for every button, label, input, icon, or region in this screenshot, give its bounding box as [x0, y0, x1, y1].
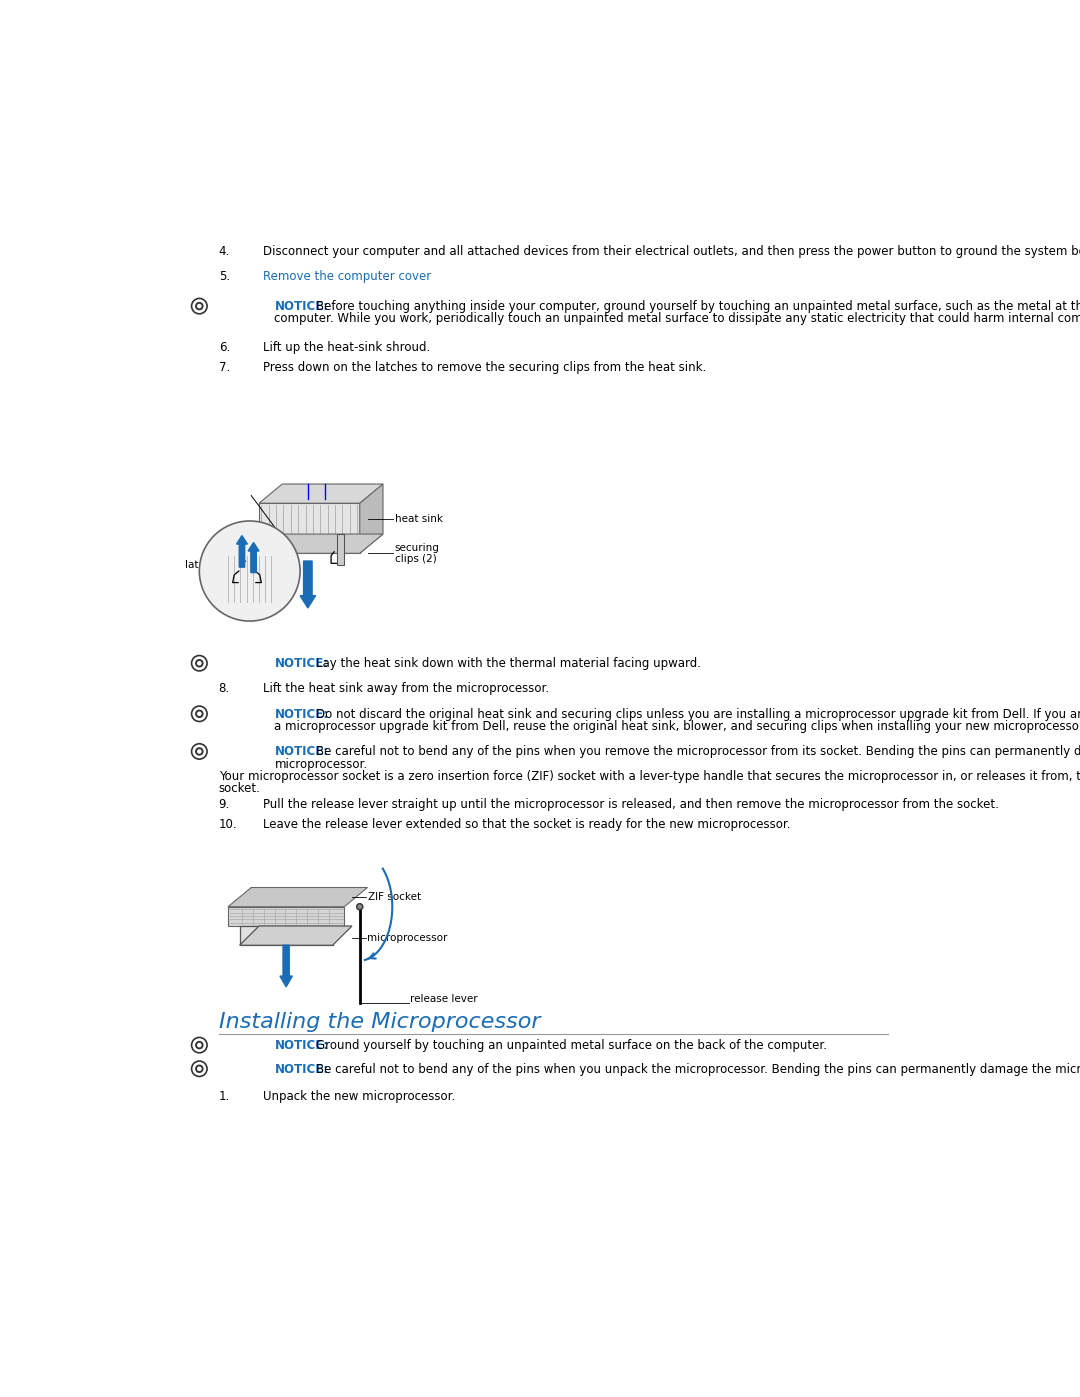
FancyArrow shape: [237, 535, 247, 567]
Polygon shape: [259, 534, 383, 553]
Text: Lift the heat sink away from the microprocessor.: Lift the heat sink away from the micropr…: [262, 682, 549, 694]
Text: Lay the heat sink down with the thermal material facing upward.: Lay the heat sink down with the thermal …: [315, 657, 701, 671]
Polygon shape: [360, 483, 383, 553]
Polygon shape: [259, 483, 383, 503]
Circle shape: [195, 302, 204, 310]
Text: Do not discard the original heat sink and securing clips unless you are installi: Do not discard the original heat sink an…: [315, 708, 1080, 721]
Text: 4.: 4.: [218, 244, 230, 258]
Text: Remove the computer cover: Remove the computer cover: [262, 270, 431, 282]
Text: .: .: [384, 270, 389, 282]
Text: 8.: 8.: [218, 682, 230, 694]
Circle shape: [356, 904, 363, 909]
Polygon shape: [228, 907, 345, 926]
Circle shape: [191, 299, 207, 314]
Circle shape: [195, 1041, 204, 1049]
Circle shape: [197, 1066, 202, 1071]
Text: microprocessor.: microprocessor.: [274, 757, 367, 771]
Text: Lift up the heat-sink shroud.: Lift up the heat-sink shroud.: [262, 341, 430, 353]
Text: a microprocessor upgrade kit from Dell, reuse the original heat sink, blower, an: a microprocessor upgrade kit from Dell, …: [274, 719, 1080, 733]
Text: release lever: release lever: [410, 995, 477, 1004]
Polygon shape: [240, 926, 352, 946]
Polygon shape: [228, 887, 367, 907]
Polygon shape: [337, 534, 345, 564]
Circle shape: [197, 749, 202, 754]
Circle shape: [195, 659, 204, 668]
Polygon shape: [274, 534, 282, 564]
Text: Press down on the latches to remove the securing clips from the heat sink.: Press down on the latches to remove the …: [262, 362, 706, 374]
Circle shape: [191, 743, 207, 759]
Text: Ground yourself by touching an unpainted metal surface on the back of the comput: Ground yourself by touching an unpainted…: [315, 1039, 826, 1052]
FancyArrow shape: [248, 542, 259, 573]
Circle shape: [191, 655, 207, 671]
Circle shape: [191, 1062, 207, 1077]
Text: NOTICE:: NOTICE:: [274, 1039, 328, 1052]
Text: Disconnect your computer and all attached devices from their electrical outlets,: Disconnect your computer and all attache…: [262, 244, 1080, 258]
Text: NOTICE:: NOTICE:: [274, 657, 328, 671]
Polygon shape: [240, 926, 333, 946]
Circle shape: [197, 303, 202, 309]
Text: heat sink: heat sink: [394, 514, 443, 524]
Circle shape: [195, 1065, 204, 1073]
FancyArrow shape: [300, 562, 315, 608]
Circle shape: [195, 710, 204, 718]
Text: Be careful not to bend any of the pins when you unpack the microprocessor. Bendi: Be careful not to bend any of the pins w…: [315, 1063, 1080, 1076]
Text: securing
clips (2): securing clips (2): [394, 542, 440, 564]
Text: ZIF socket: ZIF socket: [367, 891, 420, 901]
Text: 7.: 7.: [218, 362, 230, 374]
Circle shape: [200, 521, 300, 622]
Text: NOTICE:: NOTICE:: [274, 1063, 328, 1076]
Circle shape: [197, 1042, 202, 1048]
Polygon shape: [259, 503, 360, 553]
Circle shape: [191, 705, 207, 721]
Text: Unpack the new microprocessor.: Unpack the new microprocessor.: [262, 1090, 455, 1102]
Text: 6.: 6.: [218, 341, 230, 353]
Circle shape: [197, 661, 202, 665]
Text: Be careful not to bend any of the pins when you remove the microprocessor from i: Be careful not to bend any of the pins w…: [315, 745, 1080, 759]
Circle shape: [191, 1038, 207, 1053]
Text: NOTICE:: NOTICE:: [274, 300, 328, 313]
Text: microprocessor: microprocessor: [367, 933, 448, 943]
Circle shape: [197, 711, 202, 717]
Text: computer. While you work, periodically touch an unpainted metal surface to dissi: computer. While you work, periodically t…: [274, 313, 1080, 326]
Text: latches (2): latches (2): [186, 560, 241, 570]
Text: NOTICE:: NOTICE:: [274, 745, 328, 759]
Text: 9.: 9.: [218, 798, 230, 812]
Text: Before touching anything inside your computer, ground yourself by touching an un: Before touching anything inside your com…: [315, 300, 1080, 313]
Text: Pull the release lever straight up until the microprocessor is released, and the: Pull the release lever straight up until…: [262, 798, 999, 812]
Text: Your microprocessor socket is a zero insertion force (ZIF) socket with a lever-t: Your microprocessor socket is a zero ins…: [218, 770, 1080, 784]
Text: Leave the release lever extended so that the socket is ready for the new micropr: Leave the release lever extended so that…: [262, 819, 791, 831]
Circle shape: [195, 747, 204, 756]
Text: 5.: 5.: [218, 270, 230, 282]
Text: NOTICE:: NOTICE:: [274, 708, 328, 721]
Text: 10.: 10.: [218, 819, 238, 831]
FancyArrow shape: [280, 946, 293, 986]
Text: Installing the Microprocessor: Installing the Microprocessor: [218, 1011, 540, 1032]
Text: socket.: socket.: [218, 781, 260, 795]
Text: 1.: 1.: [218, 1090, 230, 1102]
